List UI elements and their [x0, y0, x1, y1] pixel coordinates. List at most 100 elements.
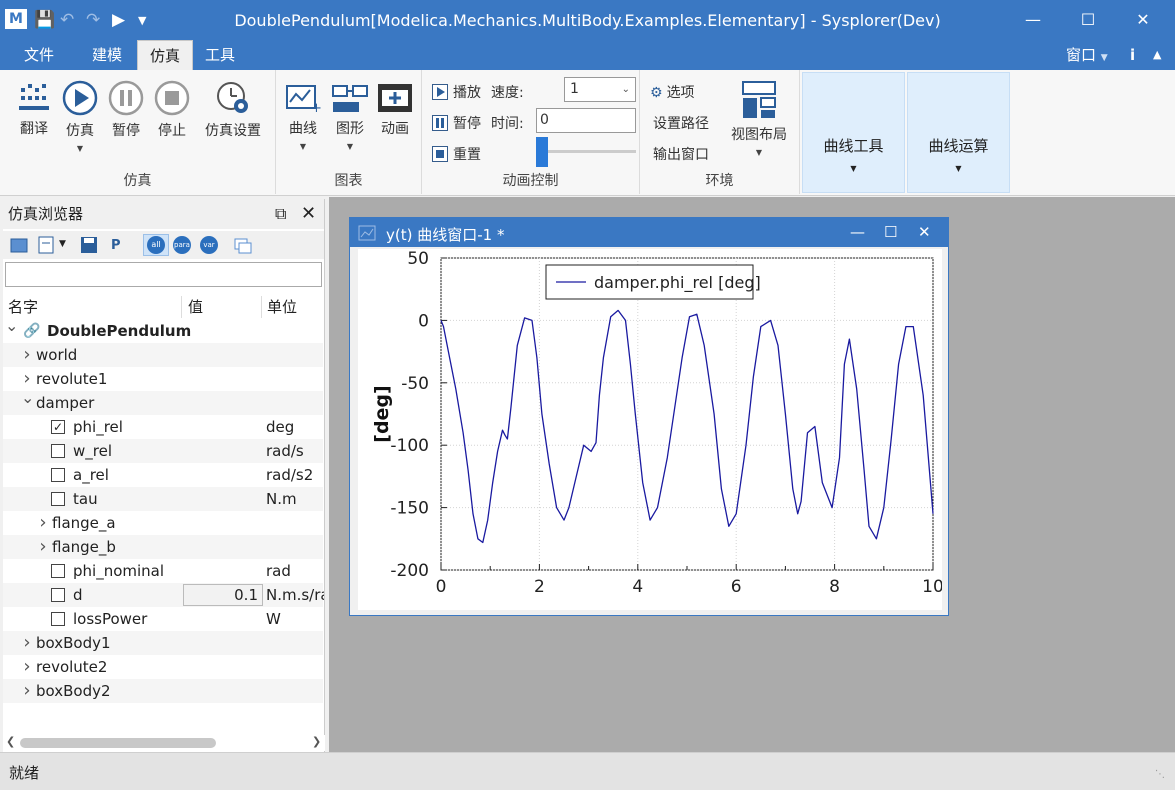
- stop-button[interactable]: 停止: [150, 80, 194, 140]
- compare-icon[interactable]: [233, 235, 253, 255]
- graphic-button[interactable]: 图形 ▼: [328, 82, 372, 151]
- tree-row-doublependulum[interactable]: ⌄ 🔗 DoublePendulum: [3, 316, 323, 343]
- curve-ops-tab[interactable]: 曲线运算 ▼: [907, 72, 1010, 193]
- chevron-down-icon[interactable]: ⌄: [5, 316, 19, 335]
- maximize-button[interactable]: ☐: [1080, 10, 1096, 29]
- plot-maximize-button[interactable]: ☐: [884, 223, 898, 241]
- undo-icon[interactable]: ↶: [60, 10, 75, 30]
- sim-settings-button[interactable]: 仿真设置: [200, 80, 266, 140]
- variable-checkbox[interactable]: [51, 564, 65, 578]
- column-name[interactable]: 名字: [8, 298, 39, 316]
- chevron-right-icon[interactable]: ›: [23, 344, 31, 365]
- chevron-right-icon[interactable]: ›: [23, 680, 31, 701]
- tree-row-w-rel[interactable]: w_rel rad/s: [3, 439, 323, 463]
- chevron-right-icon[interactable]: ›: [23, 368, 31, 389]
- ribbon-collapse-icon[interactable]: ▲: [1153, 48, 1162, 61]
- animation-button[interactable]: 动画: [374, 82, 416, 138]
- tree-row-d[interactable]: d 0.1N.m.s/rad: [3, 583, 324, 607]
- redo-icon[interactable]: ↷: [86, 10, 101, 30]
- chevron-down-icon[interactable]: ▼: [59, 239, 66, 249]
- tree-row-phi-nominal[interactable]: phi_nominal rad: [3, 559, 323, 583]
- translate-icon: [19, 84, 49, 110]
- info-button[interactable]: i: [1130, 46, 1136, 64]
- close-panel-icon[interactable]: ✕: [301, 203, 317, 224]
- variable-name: world: [36, 346, 78, 364]
- view-layout-button[interactable]: 视图布局 ▼: [726, 80, 792, 157]
- window-title: DoublePendulum[Modelica.Mechanics.MultiB…: [234, 11, 941, 30]
- tree-row-boxbody1[interactable]: › boxBody1: [3, 631, 323, 655]
- menu-simulation[interactable]: 仿真: [137, 40, 194, 70]
- layout-icon: [742, 81, 776, 118]
- curve-button[interactable]: + 曲线 ▼: [282, 82, 324, 151]
- column-unit[interactable]: 单位: [261, 296, 297, 318]
- set-path-button[interactable]: 设置路径: [653, 116, 709, 132]
- tree-row-damper[interactable]: ⌄ damper: [3, 388, 323, 415]
- tree-row-phi-rel[interactable]: ✓ phi_rel deg: [3, 415, 323, 439]
- tree-row-revolute2[interactable]: › revolute2: [3, 655, 323, 679]
- filter-all-button[interactable]: all: [143, 234, 169, 256]
- browser-search-input[interactable]: [5, 262, 322, 287]
- filter-para-button[interactable]: para: [173, 236, 191, 254]
- time-input[interactable]: 0: [536, 108, 636, 133]
- save-result-icon[interactable]: [79, 235, 99, 255]
- menu-tools[interactable]: 工具: [205, 46, 236, 64]
- menu-file[interactable]: 文件: [24, 46, 55, 64]
- tree-row-losspower[interactable]: lossPower W: [3, 607, 323, 631]
- tree-row-tau[interactable]: tau N.m: [3, 487, 323, 511]
- chevron-down-icon[interactable]: ⌄: [21, 388, 35, 407]
- plot-window-title-bar[interactable]: y(t) 曲线窗口-1 * — ☐ ✕: [350, 218, 948, 247]
- line-chart[interactable]: 0 2 4 6 8 10 50 0 -50 -100 -150 -200 [deg] damper.phi…: [358, 249, 944, 610]
- variable-checkbox[interactable]: [51, 444, 65, 458]
- quick-access-menu-icon[interactable]: ▼: [138, 14, 147, 27]
- tree-row-revolute1[interactable]: › revolute1: [3, 367, 323, 391]
- menu-modeling[interactable]: 建模: [92, 46, 123, 64]
- scrollbar-thumb[interactable]: [20, 738, 216, 748]
- plot-minimize-button[interactable]: —: [850, 223, 865, 241]
- translate-button[interactable]: 翻译: [12, 80, 56, 138]
- speed-select[interactable]: 1 ⌄: [564, 77, 636, 102]
- parameter-icon[interactable]: P: [109, 235, 129, 255]
- run-icon[interactable]: ▶: [112, 10, 126, 30]
- chevron-right-icon[interactable]: ›: [39, 512, 47, 533]
- tree-row-world[interactable]: › world: [3, 343, 323, 367]
- plot-close-button[interactable]: ✕: [918, 223, 931, 241]
- chevron-right-icon[interactable]: ›: [23, 632, 31, 653]
- tree-row-flange-a[interactable]: › flange_a: [3, 511, 323, 535]
- chevron-right-icon[interactable]: ›: [39, 536, 47, 557]
- column-value[interactable]: 值: [181, 296, 203, 318]
- output-window-button[interactable]: 输出窗口: [653, 147, 709, 163]
- float-panel-icon[interactable]: ⧉: [275, 204, 287, 223]
- variable-checkbox[interactable]: [51, 492, 65, 506]
- plot-area[interactable]: 0 2 4 6 8 10 50 0 -50 -100 -150 -200 [deg] damper.phi…: [358, 249, 944, 610]
- tree-row-boxbody2[interactable]: › boxBody2: [3, 679, 323, 703]
- anim-pause-button[interactable]: 暂停: [432, 113, 481, 133]
- open-result-icon[interactable]: [9, 235, 29, 255]
- variable-checkbox[interactable]: [51, 612, 65, 626]
- curve-tools-tab[interactable]: 曲线工具 ▼: [802, 72, 905, 193]
- variable-checkbox[interactable]: [51, 468, 65, 482]
- anim-reset-button[interactable]: 重置: [432, 144, 481, 164]
- time-slider-handle[interactable]: [536, 137, 548, 167]
- tree-row-flange-b[interactable]: › flange_b: [3, 535, 323, 559]
- chevron-right-icon[interactable]: ›: [23, 656, 31, 677]
- menu-window[interactable]: 窗口 ▼: [1066, 40, 1108, 70]
- pause-button[interactable]: 暂停: [104, 80, 148, 140]
- anim-play-button[interactable]: 播放: [432, 82, 481, 102]
- simulate-button[interactable]: 仿真 ▼: [58, 80, 102, 153]
- export-plot-icon[interactable]: [37, 235, 57, 255]
- time-slider-track[interactable]: [536, 150, 636, 153]
- variable-value-input[interactable]: 0.1: [183, 584, 263, 606]
- series-line: [440, 309, 934, 544]
- tree-row-a-rel[interactable]: a_rel rad/s2: [3, 463, 323, 487]
- variable-checkbox[interactable]: [51, 588, 65, 602]
- variable-checkbox[interactable]: ✓: [51, 420, 65, 434]
- options-button[interactable]: ⚙ 选项: [650, 82, 695, 102]
- scroll-right-icon[interactable]: ❯: [312, 735, 322, 748]
- save-icon[interactable]: 💾: [34, 10, 56, 30]
- horizontal-scrollbar[interactable]: ❮ ❯: [3, 735, 325, 751]
- y-tick-label: -50: [401, 374, 429, 394]
- filter-var-button[interactable]: var: [200, 236, 218, 254]
- minimize-button[interactable]: —: [1025, 10, 1041, 29]
- scroll-left-icon[interactable]: ❮: [6, 735, 16, 748]
- close-button[interactable]: ✕: [1136, 10, 1150, 29]
